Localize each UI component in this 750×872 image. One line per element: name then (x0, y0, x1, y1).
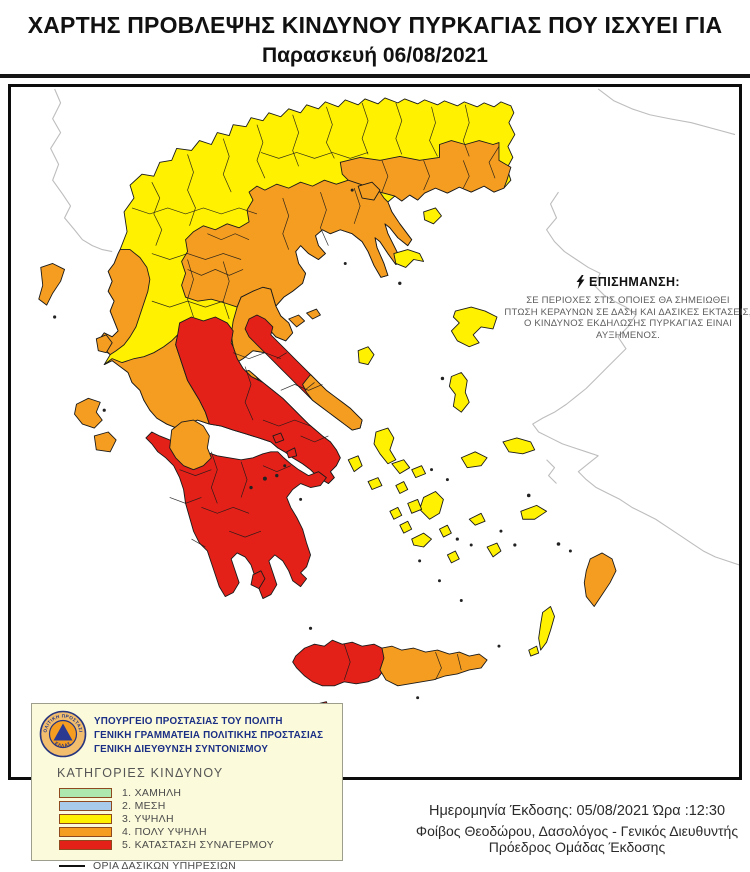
kasos-island (528, 645, 540, 657)
chios-island (448, 372, 470, 413)
page-date: Παρασκευή 06/08/2021 (261, 44, 488, 67)
fire-risk-map-page: { "header": { "title": "ΧΑΡΤΗΣ ΠΡΟΒΛΕΨΗΣ… (0, 12, 750, 872)
lefkada-island (95, 334, 113, 354)
note-heading: ΕΠΙΣΗΜΑΝΣΗ: (589, 275, 680, 289)
neighbor-coastlines (50, 88, 739, 566)
astypalea-island (486, 542, 502, 558)
legend-panel: ΠΟΛΙΤΙΚΗ ΠΡΟΣΤΑΣΙΑ ΕΛΛΑΣ ΥΠΟΥΡΓΕΙΟ ΠΡΟΣΤ… (31, 703, 343, 872)
note-line: Ο ΚΙΝΔΥΝΟΣ ΕΚΔΗΛΩΣΗΣ ΠΥΡΚΑΓΙΑΣ ΕΙΝΑΙ ΑΥΞ… (523, 318, 733, 341)
boundary-legend-row: ΟΡΙΑ ΔΑΣΙΚΩΝ ΥΠΗΡΕΣΙΩΝ (59, 860, 274, 872)
org-line: ΓΕΝΙΚΗ ΔΙΕΥΘΥΝΣΗ ΣΥΝΤΟΝΙΣΜΟΥ (94, 744, 269, 755)
skyros-island (357, 346, 375, 366)
legend-item-label: 5. ΚΑΤΑΣΤΑΣΗ ΣΥΝΑΓΕΡΜΟΥ (122, 838, 275, 851)
kefalonia-island (74, 397, 103, 429)
risk-swatch-high (59, 813, 112, 824)
corfu-island (38, 263, 66, 306)
karpathos-island (538, 606, 555, 651)
rhodes-island (583, 552, 617, 607)
legend-item-label: 4. ΠΟΛΥ ΥΨΗΛΗ (122, 825, 207, 838)
arcadia-very-high (169, 419, 212, 471)
lesvos-island (450, 306, 498, 348)
salamina-island (272, 432, 285, 444)
forest-service-boundaries (131, 102, 500, 681)
sporades-alonnisos (306, 308, 321, 320)
small-islets (53, 188, 572, 700)
evia-south-very-high (302, 374, 363, 431)
naxos-island (419, 491, 444, 520)
civil-protection-logo: ΠΟΛΙΤΙΚΗ ΠΡΟΣΤΑΣΙΑ ΕΛΛΑΣ (39, 710, 87, 758)
title-divider (0, 74, 750, 78)
samos-island (502, 437, 536, 455)
risk-swatch-low (59, 787, 112, 798)
syros-island (395, 481, 409, 494)
note-line: ΠΤΩΣΗ ΚΕΡΑΥΝΩΝ ΣΕ ΔΑΣΗ ΚΑΙ ΔΑΣΙΚΕΣ ΕΚΤΑΣ… (504, 306, 750, 318)
org-line: ΥΠΟΥΡΓΕΙΟ ΠΡΟΣΤΑΣΙΑΣ ΤΟΥ ΠΟΛΙΤΗ (94, 716, 283, 727)
paros-island (407, 498, 423, 514)
legend-item-label: 3. ΥΨΗΛΗ (122, 812, 174, 825)
legend-rows: 1. ΧΑΜΗΛΗ 2. ΜΕΣΗ 3. ΥΨΗΛΗ 4. ΠΟΛΥ ΥΨΗΛΗ… (59, 786, 274, 872)
lightning-icon (576, 275, 585, 289)
santorini-island (446, 550, 460, 564)
boundary-line-sample (59, 865, 85, 867)
islands (38, 181, 617, 711)
issue-info: Ημερομηνία Έκδοσης: 05/08/2021 Ώρα :12:3… (401, 803, 750, 855)
kythnos-island (367, 477, 383, 490)
greece-fire-risk-map (38, 88, 739, 711)
legend-item-label: 1. ΧΑΜΗΛΗ (122, 786, 182, 799)
legend-item-label: 2. ΜΕΣΗ (122, 799, 166, 812)
issue-date: Ημερομηνία Έκδοσης: 05/08/2021 Ώρα :12:3… (428, 803, 726, 819)
legend-item: 4. ΠΟΛΥ ΥΨΗΛΗ (59, 825, 274, 838)
zone-ne-thrace-very-high (339, 140, 512, 202)
org-line: ΓΕΝΙΚΗ ΓΡΑΜΜΑΤΕΙΑ ΠΟΛΙΤΙΚΗΣ ΠΡΟΣΤΑΣΙΑΣ (94, 730, 324, 741)
tinos-island (391, 459, 411, 475)
andros-island (373, 427, 397, 465)
risk-swatch-very-high (59, 826, 112, 837)
aegina-island (286, 447, 298, 459)
risk-swatch-medium (59, 800, 112, 811)
legend-item: 3. ΥΨΗΛΗ (59, 812, 274, 825)
note-heading-row: ΕΠΙΣΗΜΑΝΣΗ: (501, 275, 750, 289)
map-frame: ΕΠΙΣΗΜΑΝΣΗ: ΣΕ ΠΕΡΙΟΧΕΣ ΣΤΙΣ ΟΠΟΙΕΣ ΘΑ Σ… (8, 84, 750, 872)
kythira-island (250, 570, 266, 590)
note-line: ΣΕ ΠΕΡΙΟΧΕΣ ΣΤΙΣ ΟΠΟΙΕΣ ΘΑ ΣΗΜΕΙΩΘΕΙ (526, 295, 730, 306)
lightning-warning-note: ΕΠΙΣΗΜΑΝΣΗ: ΣΕ ΠΕΡΙΟΧΕΣ ΣΤΙΣ ΟΠΟΙΕΣ ΘΑ Σ… (501, 275, 750, 341)
zone-central-greece-alarm (175, 316, 341, 484)
thasos-island (357, 181, 381, 201)
legend-item: 2. ΜΕΣΗ (59, 799, 274, 812)
svg-text:ΕΛΛΑΣ: ΕΛΛΑΣ (54, 741, 72, 748)
sifnos-island (399, 520, 413, 534)
evia-island (244, 314, 363, 431)
logo-bottom-text: ΕΛΛΑΣ (54, 741, 71, 748)
kos-island (520, 504, 548, 520)
mykonos-island (411, 465, 427, 479)
mainland-greece (97, 97, 516, 484)
ikaria-island (460, 451, 488, 469)
categories-title: ΚΑΤΗΓΟΡΙΕΣ ΚΙΝΔΥΝΟΥ (57, 766, 224, 780)
limnos-island (393, 249, 425, 268)
legend-item: 5. ΚΑΤΑΣΤΑΣΗ ΣΥΝΑΓΕΡΜΟΥ (59, 838, 274, 851)
zakynthos-island (93, 431, 117, 453)
crete-west-alarm (292, 639, 387, 687)
crete-island (292, 639, 488, 687)
issue-author: Φοίβος Θεοδώρου, Δασολόγος - Γενικός Διε… (415, 823, 739, 839)
logo-triangle (53, 723, 73, 741)
kea-island (347, 455, 363, 473)
sporades-skopelos (288, 314, 306, 328)
crete-east-very-high (379, 645, 488, 687)
page-title: ΧΑΡΤΗΣ ΠΡΟΒΛΕΨΗΣ ΚΙΝΔΥΝΟΥ ΠΥΡΚΑΓΙΑΣ ΠΟΥ … (27, 12, 723, 38)
boundary-label: ΟΡΙΑ ΔΑΣΙΚΩΝ ΥΠΗΡΕΣΙΩΝ (93, 860, 237, 872)
samothraki-island (423, 207, 442, 225)
amorgos-island (468, 512, 486, 526)
zone-central-macedonia-very-high (181, 179, 413, 308)
risk-swatch-alarm (59, 839, 112, 850)
ios-island (439, 524, 452, 538)
serifos-island (389, 506, 403, 520)
issue-role: Πρόεδρος Ομάδας Έκδοσης (488, 839, 666, 855)
milos-island (411, 532, 432, 548)
